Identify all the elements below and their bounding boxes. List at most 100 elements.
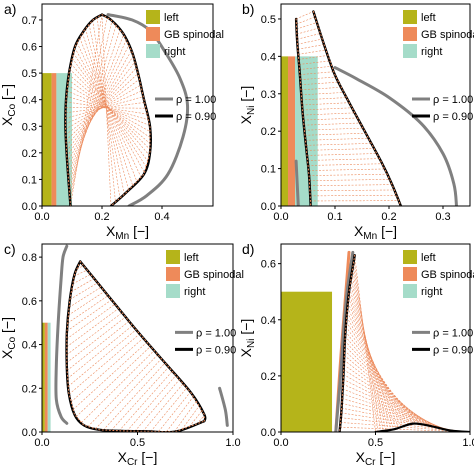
y-tick-label: 0.7 — [22, 15, 37, 27]
tie-line — [66, 61, 136, 152]
tie-line — [310, 195, 397, 197]
x-tick-label: 0.5 — [368, 437, 383, 449]
region-left — [42, 322, 45, 432]
tie-line — [353, 259, 379, 432]
tie-line — [350, 278, 389, 431]
tie-line — [150, 387, 188, 432]
tie-line — [304, 132, 366, 136]
x-tick-label: 0.0 — [273, 437, 288, 449]
region-left — [281, 291, 333, 432]
tie-line — [181, 405, 200, 430]
legend-label: GB spinodal — [164, 29, 224, 41]
x-tick-label: 0.0 — [34, 211, 49, 223]
tie-line — [309, 173, 388, 176]
y-tick-label: 0.0 — [261, 201, 276, 213]
tie-line — [85, 28, 129, 191]
tie-line — [66, 50, 132, 163]
tie-line — [81, 350, 155, 423]
legend-label: right — [164, 46, 185, 58]
legend-label: ρ = 1.00 — [176, 94, 216, 106]
legend-label: GB spinodal — [421, 269, 474, 281]
tie-line — [166, 396, 194, 432]
y-tick-label: 0.5 — [261, 14, 276, 26]
x-axis-main: X — [356, 449, 366, 465]
y-tick-label: 0.6 — [22, 296, 37, 308]
tie-line — [300, 76, 337, 80]
legend-swatch — [403, 27, 417, 41]
legend-rho: ρ = 1.00 ρ = 0.90 — [155, 94, 216, 123]
tie-line — [344, 345, 424, 426]
x-axis-unit: [−] — [138, 449, 158, 465]
x-axis-label: XCr [−] — [356, 449, 396, 468]
y-tick-label: 0.3 — [261, 89, 276, 101]
tie-line — [296, 22, 318, 30]
legend-label: ρ = 1.00 — [196, 327, 236, 339]
tie-line — [352, 264, 381, 432]
tie-line — [65, 101, 148, 115]
tie-line — [111, 366, 169, 431]
tie-line — [300, 81, 339, 86]
tie-line — [68, 34, 124, 179]
x-axis-unit: [−] — [377, 223, 397, 239]
rho-100-curve — [333, 66, 458, 206]
tie-line — [142, 383, 184, 432]
x-tick-label: 1.0 — [462, 437, 474, 449]
tie-line — [66, 56, 134, 157]
tie-line — [309, 189, 395, 192]
legend-swatch — [146, 10, 160, 24]
y-tick-label: 0.4 — [22, 340, 37, 352]
tie-line — [65, 78, 140, 136]
tie-line — [68, 25, 117, 190]
tie-line — [343, 379, 442, 429]
rho-090-highlight — [339, 254, 356, 432]
tie-line — [302, 102, 350, 106]
tie-line — [301, 97, 347, 101]
legend-rho: ρ = 1.00 ρ = 0.90 — [412, 94, 473, 123]
plot-area — [42, 13, 190, 206]
tie-line — [344, 340, 422, 425]
tie-lines — [65, 14, 151, 206]
rho-090-curve — [312, 10, 403, 206]
region-left — [42, 73, 52, 206]
tie-line — [67, 325, 133, 379]
legend-swatch — [166, 267, 180, 281]
y-tick-label: 0.6 — [22, 42, 37, 54]
tie-line — [341, 403, 455, 432]
x-tick-label: 0.3 — [435, 211, 450, 223]
y-axis-label: XNi [−] — [238, 319, 257, 358]
y-tick-label: 0.4 — [261, 315, 276, 327]
tie-line — [309, 184, 393, 187]
tie-line — [72, 341, 148, 410]
x-axis-sub: Cr — [365, 457, 376, 468]
tie-line — [69, 17, 108, 201]
legend-swatch — [403, 10, 417, 24]
tie-line — [76, 346, 151, 417]
y-axis-label: XCo [−] — [0, 84, 18, 126]
legend-label: right — [184, 286, 205, 298]
plot-area — [42, 244, 229, 432]
legend-swatch — [146, 44, 160, 58]
tie-line — [65, 73, 139, 141]
tie-line — [70, 337, 144, 403]
legend-label: GB spinodal — [184, 269, 244, 281]
y-tick-label: 0.1 — [261, 164, 276, 176]
tie-line — [299, 60, 330, 65]
legend-regions: left GB spinodal right — [403, 250, 474, 298]
x-tick-label: 0.0 — [273, 211, 288, 223]
legend-label: GB spinodal — [421, 29, 474, 41]
tie-line — [74, 47, 145, 173]
legend-swatch — [146, 27, 160, 41]
region-right — [47, 322, 51, 432]
x-tick-label: 0.2 — [381, 211, 396, 223]
legend-label: right — [421, 286, 442, 298]
y-tick-label: 0.2 — [261, 371, 276, 383]
tie-line — [304, 127, 364, 131]
tie-line — [305, 137, 369, 141]
legend-label: right — [421, 46, 442, 58]
legend-label: ρ = 0.90 — [433, 344, 473, 356]
tie-line — [298, 49, 326, 55]
tie-line — [307, 163, 383, 166]
